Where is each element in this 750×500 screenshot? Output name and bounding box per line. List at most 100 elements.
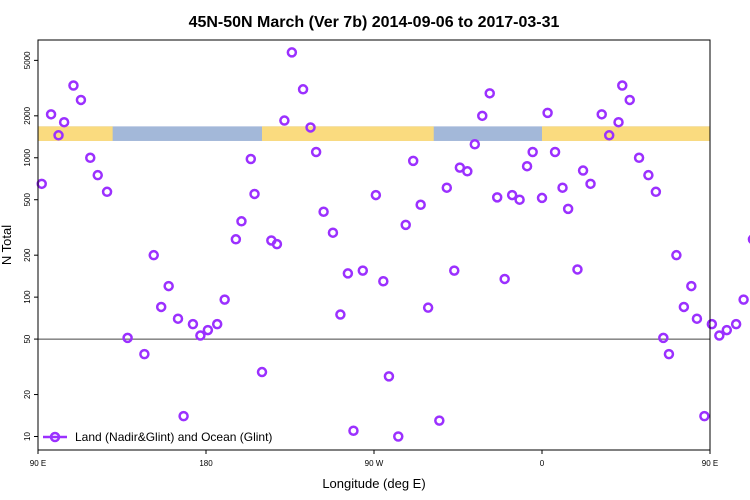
data-point-17 (195, 330, 206, 341)
data-point-64 (557, 182, 568, 193)
data-point-40 (378, 276, 389, 287)
legend: Land (Nadir&Glint) and Ocean (Glint) (43, 430, 272, 444)
data-point-39 (370, 189, 382, 201)
data-point-1 (45, 109, 57, 120)
data-point-11 (148, 249, 159, 261)
data-point-21 (230, 234, 242, 245)
data-point-19 (211, 318, 223, 330)
data-point-4 (68, 80, 79, 91)
data-point-52 (469, 139, 481, 150)
data-point-0 (36, 178, 47, 190)
legend-label: Land (Nadir&Glint) and Ocean (Glint) (75, 430, 272, 444)
data-point-78 (663, 348, 675, 360)
data-point-51 (462, 166, 473, 177)
data-point-68 (585, 178, 596, 190)
data-point-7 (92, 169, 103, 181)
x-tick-label-4: 90 E (702, 459, 718, 468)
data-point-18 (202, 324, 214, 336)
x-tick-label-0: 90 E (30, 459, 46, 468)
x-tick-label-2: 90 W (365, 459, 384, 468)
data-point-85 (714, 330, 725, 341)
data-point-25 (256, 366, 268, 378)
data-point-5 (75, 94, 87, 106)
data-point-81 (686, 280, 697, 292)
data-point-47 (434, 415, 445, 426)
data-point-14 (172, 313, 184, 324)
data-point-28 (279, 115, 290, 126)
data-point-59 (521, 160, 533, 172)
data-point-74 (633, 152, 645, 164)
data-point-80 (678, 301, 690, 313)
data-point-10 (139, 348, 150, 360)
land-band-segment-0 (38, 126, 113, 141)
data-point-75 (643, 169, 654, 181)
data-point-37 (348, 425, 359, 436)
data-point-29 (286, 47, 298, 58)
data-point-32 (310, 146, 322, 158)
data-point-22 (236, 216, 247, 227)
data-point-46 (422, 302, 434, 313)
data-point-69 (596, 109, 607, 120)
x-tick-label-3: 0 (540, 459, 545, 468)
data-point-41 (383, 371, 395, 382)
data-point-88 (738, 294, 749, 305)
data-point-82 (691, 313, 703, 324)
land-band-segment-1 (262, 126, 434, 141)
data-point-83 (699, 410, 710, 422)
data-point-45 (415, 199, 426, 211)
x-tick-label-1: 180 (199, 459, 213, 468)
land-band-segment-2 (542, 126, 710, 141)
data-point-56 (499, 273, 510, 285)
data-point-23 (245, 153, 257, 165)
data-point-34 (327, 227, 339, 238)
data-point-3 (58, 116, 70, 128)
data-point-67 (577, 165, 589, 176)
data-point-8 (101, 186, 113, 198)
data-point-72 (617, 80, 628, 91)
data-point-70 (603, 130, 615, 141)
data-point-16 (187, 318, 199, 330)
data-point-33 (318, 206, 329, 217)
data-point-2 (53, 130, 64, 141)
data-point-79 (671, 249, 682, 261)
data-point-24 (249, 188, 260, 200)
data-point-15 (178, 410, 189, 422)
data-point-77 (658, 332, 669, 344)
data-point-13 (163, 280, 174, 292)
data-point-71 (613, 116, 624, 128)
data-point-36 (342, 268, 354, 279)
y-tick-label-3: 100 (23, 290, 32, 304)
data-point-65 (562, 203, 574, 215)
x-axis: 90 E 180 90 W 0 90 E (30, 450, 718, 468)
data-point-87 (730, 318, 742, 330)
data-point-60 (527, 146, 538, 158)
data-point-44 (407, 155, 419, 167)
plot-frame (37, 39, 711, 451)
data-point-48 (441, 182, 453, 193)
data-point-53 (477, 110, 488, 122)
y-tick-label-5: 500 (23, 193, 32, 207)
data-point-20 (219, 294, 230, 305)
data-point-43 (400, 219, 411, 231)
data-point-30 (297, 84, 309, 95)
y-tick-label-0: 10 (23, 431, 32, 440)
data-point-62 (542, 107, 553, 119)
data-point-6 (85, 152, 96, 164)
data-point-73 (624, 94, 635, 106)
data-point-57 (506, 189, 518, 201)
y-tick-label-4: 200 (23, 248, 32, 262)
y-tick-label-2: 50 (23, 334, 32, 343)
data-point-55 (491, 192, 503, 203)
x-axis-label: Longitude (deg E) (322, 476, 425, 491)
data-point-61 (536, 192, 548, 204)
land-ocean-band (38, 126, 710, 141)
y-axis-label: N Total (0, 225, 14, 265)
data-point-54 (484, 88, 495, 99)
data-point-31 (305, 122, 316, 133)
data-point-58 (514, 194, 525, 205)
data-point-42 (393, 431, 404, 442)
y-tick-label-6: 1000 (23, 148, 32, 166)
data-point-38 (357, 265, 369, 276)
data-point-12 (155, 301, 167, 313)
